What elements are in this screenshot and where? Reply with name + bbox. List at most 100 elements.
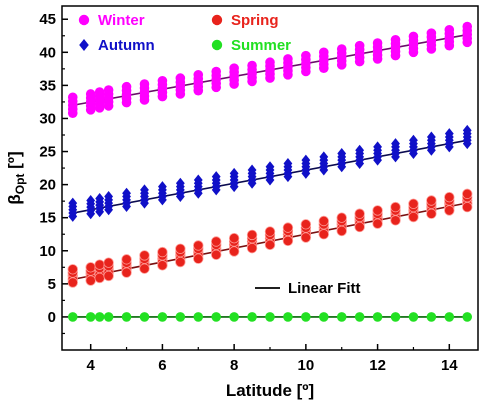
point-summer	[408, 312, 419, 322]
y-tick-label: 40	[39, 44, 56, 61]
y-tick-label: 45	[39, 11, 56, 28]
y-axis-title-main: β	[5, 194, 24, 204]
point-winter	[121, 97, 132, 108]
point-winter	[283, 54, 293, 64]
point-summer	[336, 312, 347, 322]
x-axis-title: Latitude [º]	[226, 381, 314, 400]
point-winter	[193, 85, 204, 96]
legend-label-autumn: Autumn	[98, 37, 155, 54]
point-autumn	[158, 181, 167, 193]
point-winter	[139, 95, 150, 105]
point-spring	[264, 226, 276, 237]
point-winter	[157, 91, 168, 102]
point-autumn	[95, 206, 105, 218]
point-summer	[94, 312, 105, 322]
point-autumn	[409, 134, 418, 146]
point-autumn	[337, 161, 347, 173]
point-autumn	[140, 197, 149, 209]
point-summer	[85, 312, 96, 322]
point-summer	[283, 312, 293, 322]
point-spring	[228, 246, 240, 257]
point-spring	[157, 260, 168, 271]
x-tick-label: 6	[158, 357, 166, 374]
point-autumn	[68, 210, 78, 222]
point-autumn	[462, 124, 472, 136]
point-winter	[390, 50, 401, 61]
point-winter	[139, 79, 150, 89]
point-summer	[444, 312, 455, 322]
point-winter	[372, 54, 383, 64]
point-autumn	[211, 171, 221, 183]
point-summer	[462, 312, 473, 322]
point-winter	[67, 92, 78, 103]
point-spring	[103, 270, 114, 282]
point-autumn	[373, 154, 382, 166]
point-summer	[193, 312, 204, 322]
point-autumn	[229, 181, 239, 193]
point-winter	[426, 28, 437, 38]
point-winter	[372, 38, 383, 48]
point-spring	[282, 235, 294, 247]
point-winter	[94, 103, 105, 113]
point-spring	[175, 243, 186, 254]
point-autumn	[86, 208, 96, 220]
point-winter	[175, 89, 186, 99]
point-spring	[103, 257, 114, 268]
point-spring	[462, 201, 473, 213]
point-winter	[229, 63, 239, 73]
point-summer	[211, 312, 222, 322]
point-spring	[444, 205, 455, 216]
point-summer	[157, 312, 168, 322]
point-autumn	[122, 200, 131, 212]
point-autumn	[193, 187, 203, 199]
y-axis-title: βOpt [º]	[5, 151, 27, 204]
point-spring	[372, 218, 383, 229]
point-autumn	[301, 167, 311, 179]
point-winter	[444, 40, 455, 51]
point-winter	[265, 73, 275, 83]
point-spring	[211, 249, 222, 260]
point-winter	[408, 47, 419, 58]
legend-marker-summer	[211, 39, 223, 51]
point-winter	[426, 44, 437, 54]
point-autumn	[283, 171, 293, 183]
point-spring	[193, 253, 204, 264]
point-winter	[211, 66, 222, 77]
point-summer	[354, 312, 365, 322]
point-autumn	[140, 184, 149, 196]
point-autumn	[265, 174, 275, 186]
y-axis-title-unit: [º]	[5, 151, 24, 173]
point-winter	[444, 25, 455, 35]
point-autumn	[373, 141, 382, 153]
point-autumn	[158, 194, 167, 206]
point-summer	[175, 312, 186, 322]
point-winter	[301, 50, 311, 61]
point-winter	[408, 31, 419, 42]
point-autumn	[426, 131, 436, 143]
point-spring	[444, 191, 455, 203]
point-summer	[67, 312, 78, 322]
point-autumn	[301, 154, 311, 166]
point-summer	[139, 312, 150, 322]
point-winter	[121, 81, 132, 92]
point-autumn	[68, 197, 78, 209]
point-spring	[67, 277, 78, 288]
point-autumn	[175, 177, 185, 189]
point-autumn	[193, 174, 203, 186]
point-winter	[94, 87, 105, 97]
point-autumn	[391, 138, 400, 150]
point-winter	[462, 37, 473, 48]
y-tick-label: 15	[39, 210, 56, 227]
point-summer	[301, 312, 311, 322]
point-winter	[354, 56, 365, 67]
point-winter	[67, 108, 78, 118]
x-tick-label: 14	[441, 357, 458, 374]
point-autumn	[391, 151, 400, 163]
point-winter	[175, 73, 186, 83]
point-autumn	[104, 191, 114, 203]
point-autumn	[95, 193, 105, 205]
point-autumn	[265, 161, 275, 173]
point-spring	[94, 259, 105, 270]
point-summer	[247, 312, 257, 322]
point-winter	[247, 60, 257, 71]
